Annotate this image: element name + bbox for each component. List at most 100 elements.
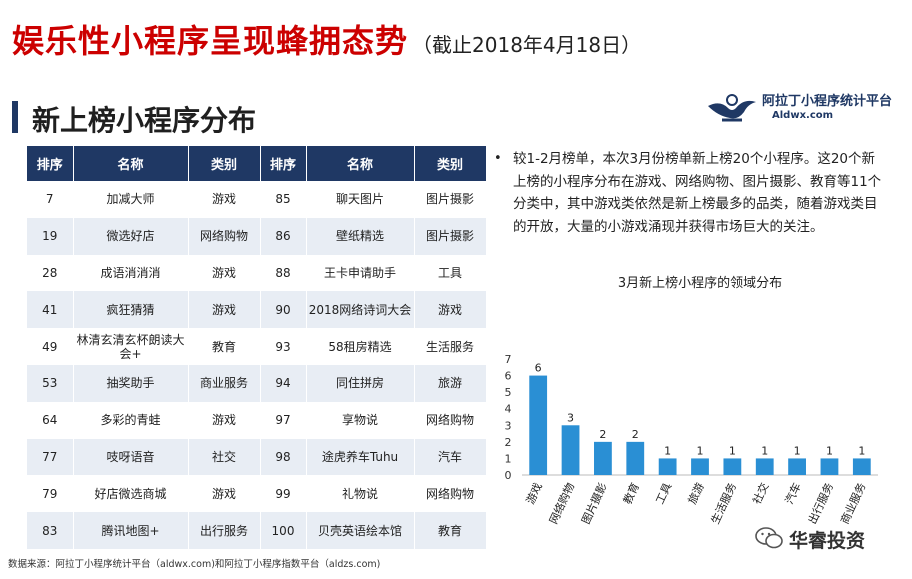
bar xyxy=(594,441,612,475)
column-header: 类别 xyxy=(414,146,487,181)
table-row: 77 吱呀语音 社交 98 途虎养车Tuhu 汽车 xyxy=(27,438,487,476)
category-cell: 游戏 xyxy=(188,291,261,329)
category-cell: 游戏 xyxy=(414,291,487,329)
name-cell: 途虎养车Tuhu xyxy=(306,438,415,476)
data-label: 1 xyxy=(761,444,768,457)
data-label: 1 xyxy=(697,444,704,457)
date-note: （截止2018年4月18日） xyxy=(412,33,642,57)
y-tick-label: 3 xyxy=(505,419,512,432)
category-cell: 社交 xyxy=(188,438,261,476)
data-label: 2 xyxy=(599,428,606,441)
category-cell: 生活服务 xyxy=(414,328,487,365)
y-tick-label: 7 xyxy=(505,353,512,366)
table-header-row: 排序 名称 类别 排序 名称 类别 xyxy=(27,146,487,181)
rank-cell: 53 xyxy=(27,364,74,402)
data-label: 6 xyxy=(535,362,542,375)
table-row: 49 林清玄清玄杯朗读大会+ 教育 93 58租房精选 生活服务 xyxy=(27,328,487,365)
slide: 新上榜小程序分布 阿拉丁小程序统计平台 Aldwx.com 排序 名称 类别 排… xyxy=(0,74,912,579)
name-cell: 微选好店 xyxy=(73,217,189,255)
rank-cell: 100 xyxy=(260,512,307,549)
column-header: 排序 xyxy=(260,146,307,181)
category-cell: 教育 xyxy=(188,328,261,365)
aladdin-lamp-icon xyxy=(708,94,756,122)
table-row: 19 微选好店 网络购物 86 壁纸精选 图片摄影 xyxy=(27,217,487,255)
rank-cell: 99 xyxy=(260,475,307,513)
category-cell: 游戏 xyxy=(188,254,261,292)
rank-cell: 86 xyxy=(260,217,307,255)
x-tick-label: 社交 xyxy=(749,480,771,506)
brand-url: Aldwx.com xyxy=(772,110,834,121)
name-cell: 林清玄清玄杯朗读大会+ xyxy=(73,328,189,365)
rank-cell: 19 xyxy=(27,217,74,255)
section-title: 新上榜小程序分布 xyxy=(32,104,257,137)
bullet-icon: • xyxy=(494,151,502,166)
category-cell: 图片摄影 xyxy=(414,217,487,255)
rank-cell: 7 xyxy=(27,181,74,218)
category-cell: 网络购物 xyxy=(414,475,487,513)
rank-cell: 49 xyxy=(27,328,74,365)
table-row: 83 腾讯地图+ 出行服务 100 贝壳英语绘本馆 教育 xyxy=(27,512,487,549)
summary-bullet: • 较1-2月榜单，本次3月份榜单新上榜20个小程序。这20个新上榜的小程序分布… xyxy=(494,148,885,238)
bar xyxy=(788,458,806,475)
data-label: 3 xyxy=(567,411,574,424)
data-source-footer: 数据来源：阿拉丁小程序统计平台（aldwx.com)和阿拉丁小程序指数平台（al… xyxy=(8,559,381,570)
category-cell: 网络购物 xyxy=(414,401,487,439)
table-row: 41 疯狂猜猜 游戏 90 2018网络诗词大会 游戏 xyxy=(27,291,487,329)
bar xyxy=(820,458,839,475)
brand-logo-block: 阿拉丁小程序统计平台 Aldwx.com xyxy=(706,86,906,128)
y-tick-label: 1 xyxy=(505,452,512,465)
x-tick-label: 游戏 xyxy=(524,481,545,506)
category-bar-chart: 3月新上榜小程序的领域分布 0 1 2 3 4 5 6 7 6 游戏 3 网络购物 2 图片摄影 2 教育 1 工具… xyxy=(505,275,878,526)
x-tick-label: 商业服务 xyxy=(837,480,868,526)
x-tick-label: 教育 xyxy=(620,480,642,506)
page-title: 娱乐性小程序呈现蜂拥态势 （截止2018年4月18日） xyxy=(12,22,642,60)
rank-cell: 41 xyxy=(27,291,74,329)
rank-cell: 64 xyxy=(27,401,74,439)
bar xyxy=(658,458,677,475)
y-tick-label: 4 xyxy=(505,403,512,416)
data-label: 1 xyxy=(826,444,833,457)
name-cell: 吱呀语音 xyxy=(73,438,189,476)
name-cell: 聊天图片 xyxy=(306,181,415,218)
name-cell: 加减大师 xyxy=(73,181,189,218)
rank-cell: 85 xyxy=(260,181,307,218)
y-tick-label: 0 xyxy=(505,469,512,482)
x-tick-label: 汽车 xyxy=(782,480,804,506)
rank-cell: 79 xyxy=(27,475,74,513)
rank-cell: 98 xyxy=(260,438,307,476)
rank-cell: 88 xyxy=(260,254,307,292)
table-row: 53 抽奖助手 商业服务 94 同住拼房 旅游 xyxy=(27,364,487,402)
rank-cell: 28 xyxy=(27,254,74,292)
table-row: 79 好店微选商城 游戏 99 礼物说 网络购物 xyxy=(27,475,487,513)
name-cell: 壁纸精选 xyxy=(306,217,415,255)
bar xyxy=(561,425,580,475)
category-cell: 游戏 xyxy=(188,475,261,513)
category-cell: 汽车 xyxy=(414,438,487,476)
page-header: 娱乐性小程序呈现蜂拥态势 （截止2018年4月18日） xyxy=(0,0,912,74)
category-cell: 网络购物 xyxy=(188,217,261,255)
data-label: 2 xyxy=(632,428,639,441)
rank-cell: 94 xyxy=(260,364,307,402)
x-tick-label: 出行服务 xyxy=(805,480,836,526)
section-accent-bar xyxy=(12,101,18,133)
table-row: 28 成语消消消 游戏 88 王卡申请助手 工具 xyxy=(27,254,487,292)
bar xyxy=(626,441,645,475)
y-tick-label: 5 xyxy=(505,386,512,399)
table-row: 64 多彩的青蛙 游戏 97 享物说 网络购物 xyxy=(27,401,487,439)
name-cell: 王卡申请助手 xyxy=(306,254,415,292)
bar xyxy=(723,458,742,475)
y-tick-label: 2 xyxy=(505,436,512,449)
wechat-icon xyxy=(755,527,783,549)
category-cell: 游戏 xyxy=(188,181,261,218)
rank-cell: 97 xyxy=(260,401,307,439)
category-cell: 图片摄影 xyxy=(414,181,487,218)
bar xyxy=(691,458,709,475)
x-tick-label: 工具 xyxy=(653,481,674,506)
bar xyxy=(755,458,774,475)
name-cell: 贝壳英语绘本馆 xyxy=(306,512,415,549)
bar xyxy=(852,458,871,475)
data-label: 1 xyxy=(858,444,865,457)
x-tick-label: 网络购物 xyxy=(546,480,577,526)
name-cell: 疯狂猜猜 xyxy=(73,291,189,329)
name-cell: 成语消消消 xyxy=(73,254,189,292)
